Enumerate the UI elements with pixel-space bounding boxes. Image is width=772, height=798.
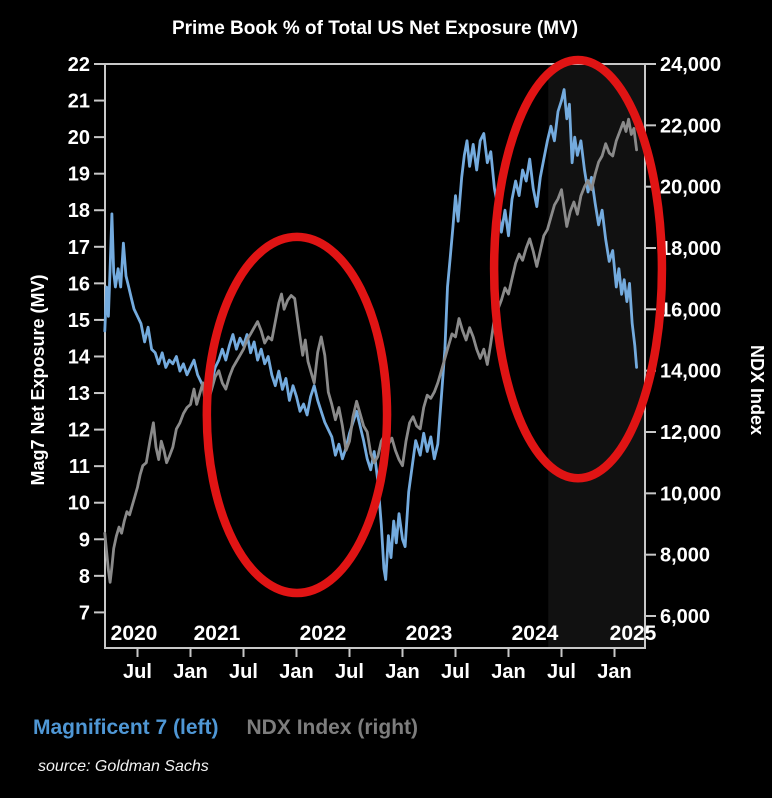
x-axis-tick-label: Jan [491, 661, 525, 683]
annotation-ellipse-2 [489, 55, 667, 483]
x-axis-tick-label: Jan [279, 661, 313, 683]
y-axis-right-tick-label: 18,000 [660, 238, 721, 260]
y-axis-right-tick-label: 8,000 [660, 545, 710, 567]
chart-title: Prime Book % of Total US Net Exposure (M… [171, 18, 579, 39]
annotation-ellipse-1 [202, 232, 392, 598]
left-axis-title: Mag7 Net Exposure (MV) [28, 274, 48, 485]
y-axis-left-tick-label: 13 [68, 383, 90, 405]
year-label: 2023 [406, 622, 453, 645]
legend: Magnificent 7 (left) NDX Index (right) [33, 716, 418, 740]
y-axis-right-tick-label: 14,000 [660, 361, 721, 383]
y-axis-left-tick-label: 17 [68, 237, 90, 259]
y-axis-left-tick-label: 19 [68, 164, 90, 186]
series-line-ndx-index [103, 117, 638, 584]
y-axis-right-tick-label: 16,000 [660, 299, 721, 321]
shaded-region [548, 64, 645, 648]
year-label: 2020 [111, 622, 158, 645]
right-axis-title: NDX Index [747, 345, 767, 435]
x-axis-tick-label: Jan [597, 661, 631, 683]
series-line-magnificent-7 [103, 88, 638, 581]
y-axis-left-tick-label: 7 [79, 602, 90, 624]
x-axis-tick-label: Jul [335, 661, 364, 683]
x-axis-tick-label: Jul [547, 661, 576, 683]
legend-item-ndx-index: NDX Index (right) [246, 716, 419, 739]
y-axis-right-tick-label: 12,000 [660, 422, 721, 444]
y-axis-left-tick-label: 10 [68, 493, 90, 515]
y-axis-left-tick-label: 21 [68, 91, 90, 113]
year-label: 2024 [512, 622, 559, 645]
y-axis-right-tick-label: 20,000 [660, 177, 721, 199]
x-axis-tick-label: Jan [385, 661, 419, 683]
y-axis-right-tick-label: 22,000 [660, 115, 721, 137]
y-axis-left-tick-label: 20 [68, 127, 90, 149]
x-axis-tick-label: Jul [441, 661, 470, 683]
legend-item-magnificent-7: Magnificent 7 (left) [33, 716, 219, 739]
year-label: 2025 [610, 622, 657, 645]
y-axis-left-tick-label: 14 [68, 346, 91, 368]
y-axis-left-tick-label: 11 [69, 456, 90, 478]
y-axis-left-tick-label: 18 [68, 200, 90, 222]
y-axis-left-tick-label: 12 [68, 420, 90, 442]
year-label: 2021 [194, 622, 241, 645]
year-label: 2022 [300, 622, 347, 645]
x-axis-tick-label: Jul [123, 661, 152, 683]
x-axis-tick-label: Jan [173, 661, 207, 683]
y-axis-right-tick-label: 24,000 [660, 54, 721, 76]
x-axis-tick-label: Jul [229, 661, 258, 683]
y-axis-left-tick-label: 8 [79, 566, 90, 588]
y-axis-right-tick-label: 10,000 [660, 483, 721, 505]
source-note: source: Goldman Sachs [38, 758, 209, 775]
y-axis-right-tick-label: 6,000 [660, 606, 710, 628]
y-axis-left-tick-label: 22 [68, 54, 90, 76]
y-axis-left-tick-label: 16 [68, 273, 90, 295]
y-axis-left-tick-label: 9 [79, 529, 90, 551]
y-axis-left-tick-label: 15 [68, 310, 90, 332]
